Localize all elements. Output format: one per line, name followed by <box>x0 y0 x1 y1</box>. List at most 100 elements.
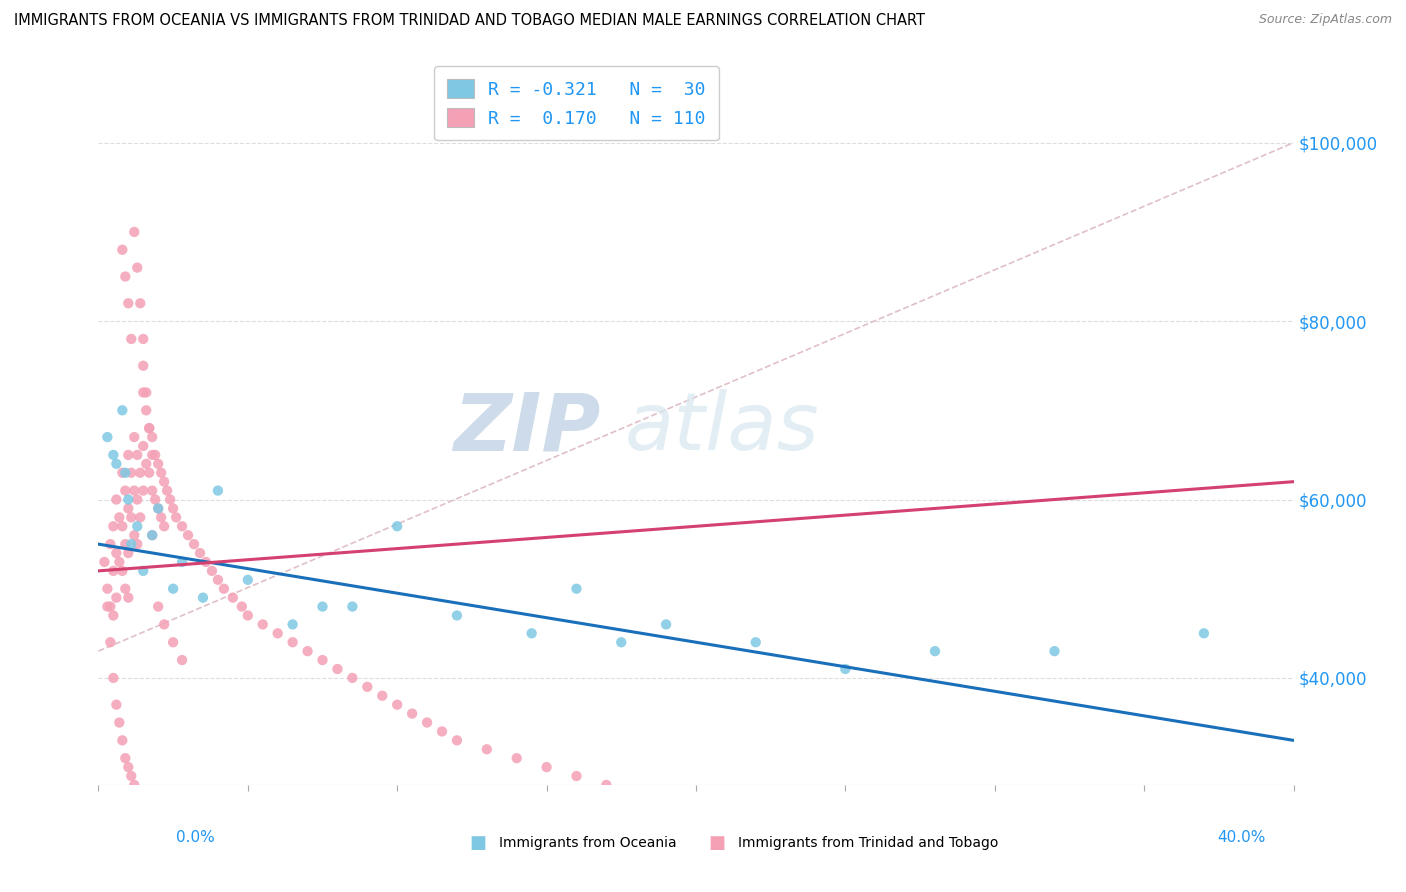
Text: 0.0%: 0.0% <box>176 830 215 845</box>
Point <box>117 546 139 560</box>
Point <box>103 608 125 623</box>
Point <box>114 269 136 284</box>
Point <box>191 591 214 605</box>
Point <box>117 448 139 462</box>
Point <box>111 403 134 417</box>
Point <box>127 787 149 801</box>
Point <box>132 564 155 578</box>
Point <box>143 448 166 462</box>
Text: ZIP: ZIP <box>453 389 600 467</box>
Point <box>127 448 149 462</box>
Point <box>162 582 184 596</box>
Point <box>834 662 856 676</box>
Point <box>446 733 468 747</box>
Point <box>745 635 768 649</box>
Point <box>297 644 319 658</box>
Point <box>120 466 142 480</box>
Point <box>565 582 588 596</box>
Point <box>148 501 170 516</box>
Point <box>1192 626 1215 640</box>
Point <box>141 483 163 498</box>
Point <box>231 599 253 614</box>
Point <box>96 430 118 444</box>
Text: Immigrants from Trinidad and Tobago: Immigrants from Trinidad and Tobago <box>738 836 998 850</box>
Point <box>150 510 173 524</box>
Point <box>162 635 184 649</box>
Point <box>127 260 149 275</box>
Point <box>342 671 364 685</box>
Text: Source: ZipAtlas.com: Source: ZipAtlas.com <box>1258 13 1392 27</box>
Point <box>111 733 134 747</box>
Point <box>371 689 394 703</box>
Point <box>132 439 155 453</box>
Point <box>96 599 118 614</box>
Point <box>153 475 176 489</box>
Point <box>138 466 160 480</box>
Point <box>595 778 617 792</box>
Point <box>188 546 211 560</box>
Point <box>281 635 304 649</box>
Point <box>120 537 142 551</box>
Point <box>103 448 125 462</box>
Point <box>201 564 224 578</box>
Point <box>105 457 128 471</box>
Point <box>207 573 229 587</box>
Point <box>172 519 194 533</box>
Point <box>120 332 142 346</box>
Point <box>141 430 163 444</box>
Legend: R = -0.321   N =  30, R =  0.170   N = 110: R = -0.321 N = 30, R = 0.170 N = 110 <box>434 66 718 140</box>
Point <box>117 492 139 507</box>
Point <box>252 617 274 632</box>
Point <box>138 421 160 435</box>
Point <box>356 680 378 694</box>
Text: ■: ■ <box>709 834 725 852</box>
Point <box>105 698 128 712</box>
Text: Immigrants from Oceania: Immigrants from Oceania <box>499 836 676 850</box>
Point <box>135 403 157 417</box>
Point <box>148 457 170 471</box>
Point <box>105 492 128 507</box>
Point <box>117 591 139 605</box>
Point <box>655 617 678 632</box>
Point <box>132 483 155 498</box>
Point <box>172 555 194 569</box>
Text: ■: ■ <box>470 834 486 852</box>
Point <box>108 510 131 524</box>
Point <box>143 492 166 507</box>
Point <box>127 537 149 551</box>
Point <box>207 483 229 498</box>
Point <box>212 582 235 596</box>
Point <box>114 537 136 551</box>
Point <box>124 778 146 792</box>
Point <box>93 555 115 569</box>
Point <box>222 591 245 605</box>
Point <box>311 653 333 667</box>
Point <box>565 769 588 783</box>
Point <box>117 760 139 774</box>
Point <box>236 573 259 587</box>
Point <box>141 448 163 462</box>
Point <box>520 626 543 640</box>
Point <box>446 608 468 623</box>
Point <box>150 466 173 480</box>
Point <box>127 492 149 507</box>
Point <box>148 599 170 614</box>
Point <box>111 564 134 578</box>
Point <box>98 635 122 649</box>
Point <box>385 519 409 533</box>
Point <box>124 483 146 498</box>
Point <box>114 483 136 498</box>
Point <box>236 608 259 623</box>
Point <box>114 466 136 480</box>
Point <box>129 466 152 480</box>
Point <box>111 243 134 257</box>
Point <box>401 706 423 721</box>
Point <box>172 653 194 667</box>
Point <box>153 617 176 632</box>
Point <box>183 537 205 551</box>
Point <box>132 385 155 400</box>
Point <box>267 626 290 640</box>
Point <box>132 359 155 373</box>
Point <box>103 519 125 533</box>
Point <box>385 698 409 712</box>
